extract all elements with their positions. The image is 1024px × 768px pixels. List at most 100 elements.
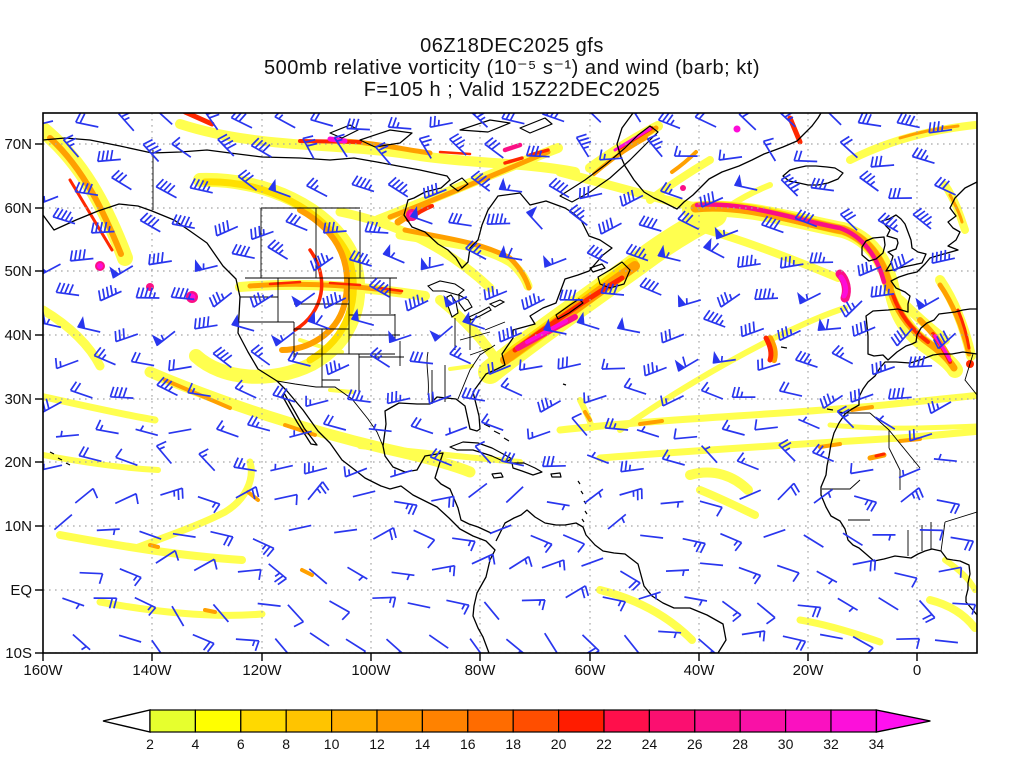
wind-barb (659, 181, 683, 200)
barb-staff (857, 261, 882, 277)
wind-barb (798, 416, 820, 430)
wind-barb (394, 500, 418, 516)
wind-barb (780, 173, 800, 197)
wind-barb (673, 428, 698, 440)
wind-barb (894, 572, 918, 588)
wind-barb (148, 252, 172, 266)
barb-staff (731, 386, 756, 399)
barb-staff (118, 634, 142, 643)
barb-staff (309, 252, 334, 272)
wind-barb (382, 244, 405, 264)
barb-staff (235, 486, 260, 500)
wind-barb (857, 261, 882, 277)
wind-barb (489, 524, 512, 535)
wind-barb (837, 597, 859, 613)
barb-staff (151, 639, 162, 653)
wind-barb (673, 145, 698, 157)
wind-barb (932, 330, 957, 350)
wind-barb (521, 599, 546, 611)
wind-barb (77, 316, 101, 333)
barb-staff (233, 457, 257, 472)
wind-barb (898, 468, 921, 479)
barb-staff (422, 182, 447, 199)
barb-staff (896, 637, 921, 650)
wind-barb (760, 215, 784, 234)
barb-staff (684, 596, 708, 606)
coastline (820, 351, 977, 616)
wind-barb (151, 330, 176, 347)
barb-staff (148, 252, 172, 266)
barb-staff (813, 488, 833, 504)
barb-staff (499, 247, 523, 261)
vorticity-filament (56, 531, 246, 564)
barb-staff (470, 170, 491, 192)
wind-barb (96, 528, 120, 536)
barb-staff (462, 315, 485, 330)
wind-barb (409, 206, 433, 225)
wind-barb (305, 395, 329, 408)
barb-staff (625, 243, 649, 262)
wind-barb (819, 393, 844, 410)
barb-staff (471, 553, 496, 565)
wind-barb (601, 358, 626, 370)
wind-barb (716, 291, 741, 308)
barb-staff (204, 113, 220, 131)
barb-staff (700, 445, 718, 464)
barb-staff (677, 210, 700, 231)
barb-staff (530, 534, 553, 554)
barb-staff (189, 178, 213, 194)
vorticity-filament (144, 366, 476, 478)
barb-staff (114, 492, 139, 505)
plot-title-variable: 500mb relative vorticity (10⁻⁵ s⁻¹) and … (264, 57, 760, 79)
barb-staff (661, 449, 685, 466)
vorticity-filament (874, 452, 886, 458)
wind-barb (471, 113, 489, 128)
wind-barb (779, 113, 796, 128)
barb-staff (737, 254, 761, 269)
coastline (495, 509, 727, 653)
wind-barb (700, 445, 718, 464)
wind-barb (155, 549, 180, 564)
wind-barb (660, 394, 684, 407)
lat-tick-label: 20N (4, 454, 32, 471)
wind-barb (443, 295, 468, 308)
barb-staff (643, 362, 667, 377)
barb-staff (762, 137, 777, 162)
wind-barb (387, 176, 409, 198)
barb-staff (461, 387, 486, 402)
barb-staff (819, 393, 844, 410)
barb-staff (619, 189, 644, 207)
wind-barb (468, 482, 488, 499)
barb-staff (660, 394, 684, 407)
barb-staff (257, 602, 281, 607)
vorticity-filament (43, 305, 105, 371)
barb-staff (660, 500, 684, 508)
wind-barb (918, 599, 936, 624)
barb-staff (471, 113, 489, 128)
barb-staff (927, 400, 952, 415)
barb-staff (712, 355, 736, 364)
wind-barb (43, 195, 59, 204)
wind-barb (307, 310, 330, 330)
barb-staff (171, 136, 192, 158)
barb-staff (734, 184, 758, 191)
wind-barb (250, 344, 271, 366)
barb-staff (583, 392, 607, 404)
wind-barb (215, 420, 239, 438)
political-border (426, 318, 506, 404)
wind-barb (333, 133, 348, 158)
barb-staff (274, 113, 296, 129)
barb-staff (559, 289, 583, 301)
barb-staff (738, 113, 757, 131)
wind-barb (309, 632, 330, 647)
wind-barb (643, 362, 667, 377)
barb-staff (172, 532, 196, 538)
colorbar-segment (285, 709, 333, 733)
political-border (260, 207, 361, 278)
wind-barb (117, 113, 135, 132)
barb-staff (307, 314, 330, 330)
barb-staff (43, 318, 62, 329)
wind-barb (756, 602, 776, 625)
wind-barb (817, 318, 842, 331)
